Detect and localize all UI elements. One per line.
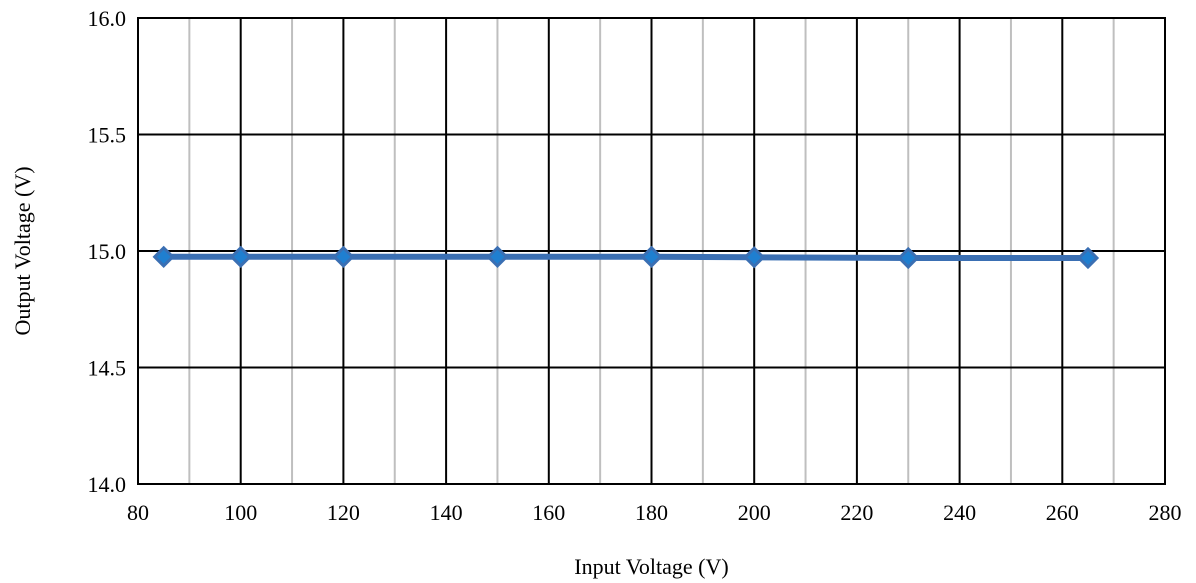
series-layer: [152, 245, 1100, 270]
data-point-marker: [743, 246, 766, 269]
y-tick-label: 15.0: [88, 239, 127, 264]
x-tick-label: 200: [738, 500, 771, 525]
y-tick-label: 14.5: [88, 356, 127, 381]
x-tick-label: 220: [840, 500, 873, 525]
x-tick-label: 160: [532, 500, 565, 525]
x-tick-label: 100: [224, 500, 257, 525]
x-axis-tick-labels: 80 100 120 140 160 180 200 220 240 260 280: [127, 500, 1182, 525]
x-tick-label: 120: [327, 500, 360, 525]
data-point-marker: [640, 245, 663, 268]
data-point-marker: [1076, 246, 1100, 270]
data-point-marker: [229, 245, 252, 268]
x-axis-title: Input Voltage (V): [574, 554, 728, 579]
data-point-marker: [152, 245, 175, 268]
plot-area-frame: [137, 17, 1166, 485]
data-point-marker: [486, 245, 509, 268]
y-tick-label: 15.5: [88, 123, 127, 148]
y-axis-tick-labels: 14.0 14.5 15.0 15.5 16.0: [88, 6, 127, 497]
x-tick-label: 80: [127, 500, 149, 525]
major-gridlines: [138, 18, 1165, 484]
x-tick-label: 260: [1046, 500, 1079, 525]
x-tick-label: 240: [943, 500, 976, 525]
series-line: [163, 253, 1088, 261]
y-tick-label: 16.0: [88, 6, 127, 31]
x-tick-label: 280: [1149, 500, 1182, 525]
data-point-marker: [897, 246, 920, 270]
y-tick-label: 14.0: [88, 472, 127, 497]
x-tick-label: 180: [635, 500, 668, 525]
y-axis-title: Output Voltage (V): [10, 166, 35, 335]
x-tick-label: 140: [430, 500, 463, 525]
data-point-marker: [332, 245, 355, 268]
